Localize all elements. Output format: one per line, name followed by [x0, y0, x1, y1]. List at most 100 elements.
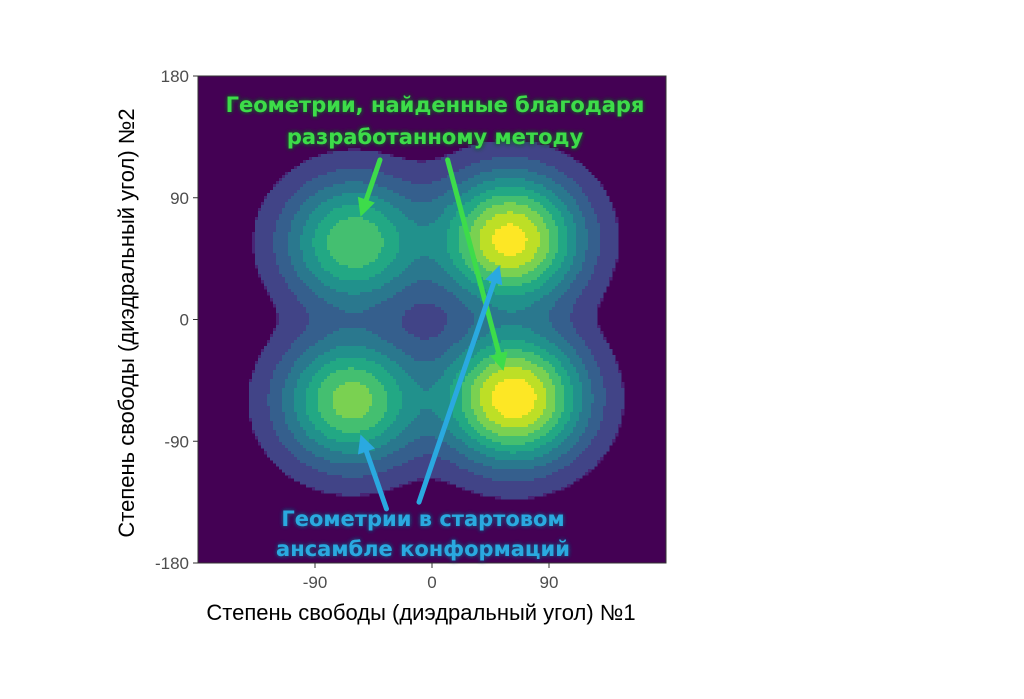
density-cell: [390, 211, 394, 215]
density-cell: [339, 250, 343, 254]
density-cell: [381, 247, 385, 251]
density-cell: [369, 262, 373, 266]
density-cell: [351, 472, 355, 476]
density-cell: [297, 364, 301, 368]
density-cell: [261, 211, 265, 215]
density-cell: [357, 397, 361, 401]
density-cell: [393, 409, 397, 413]
density-cell: [387, 262, 391, 266]
density-cell: [297, 265, 301, 269]
density-cell: [369, 160, 373, 164]
density-cell: [270, 199, 274, 203]
density-cell: [363, 259, 367, 263]
density-cell: [375, 262, 379, 266]
density-cell: [306, 313, 310, 317]
density-cell: [360, 169, 364, 173]
density-cell: [339, 295, 343, 299]
density-cell: [390, 250, 394, 254]
density-cell: [291, 403, 295, 407]
density-cell: [279, 304, 283, 308]
density-cell: [351, 214, 355, 218]
density-cell: [354, 331, 358, 335]
density-cell: [279, 211, 283, 215]
density-cell: [279, 223, 283, 227]
density-cell: [255, 364, 259, 368]
density-cell: [351, 430, 355, 434]
density-cell: [357, 211, 361, 215]
density-cell: [270, 376, 274, 380]
density-cell: [324, 280, 328, 284]
density-cell: [285, 331, 289, 335]
density-cell: [306, 301, 310, 305]
density-cell: [345, 226, 349, 230]
density-cell: [315, 322, 319, 326]
density-cell: [384, 379, 388, 383]
density-cell: [279, 241, 283, 245]
density-cell: [333, 328, 337, 332]
density-cell: [285, 211, 289, 215]
density-cell: [264, 436, 268, 440]
density-cell: [309, 445, 313, 449]
density-cell: [270, 274, 274, 278]
density-cell: [249, 382, 253, 386]
density-cell: [276, 298, 280, 302]
density-cell: [306, 232, 310, 236]
density-cell: [327, 214, 331, 218]
density-cell: [339, 169, 343, 173]
density-cell: [324, 457, 328, 461]
density-cell: [291, 184, 295, 188]
density-cell: [261, 364, 265, 368]
density-cell: [360, 478, 364, 482]
density-cell: [300, 418, 304, 422]
density-cell: [309, 229, 313, 233]
density-cell: [288, 340, 292, 344]
density-cell: [297, 166, 301, 170]
density-cell: [273, 391, 277, 395]
density-cell: [345, 181, 349, 185]
density-cell: [324, 232, 328, 236]
density-cell: [324, 391, 328, 395]
density-cell: [330, 307, 334, 311]
density-cell: [393, 304, 397, 308]
density-cell: [393, 364, 397, 368]
density-cell: [345, 343, 349, 347]
density-cell: [324, 301, 328, 305]
density-cell: [264, 397, 268, 401]
density-cell: [294, 238, 298, 242]
density-cell: [375, 391, 379, 395]
density-cell: [321, 361, 325, 365]
density-cell: [267, 451, 271, 455]
density-cell: [387, 460, 391, 464]
density-cell: [345, 433, 349, 437]
density-cell: [372, 337, 376, 341]
density-cell: [360, 280, 364, 284]
density-cell: [258, 211, 262, 215]
density-cell: [330, 193, 334, 197]
density-cell: [384, 160, 388, 164]
density-cell: [264, 370, 268, 374]
density-cell: [309, 391, 313, 395]
density-cell: [387, 487, 391, 491]
density-cell: [357, 490, 361, 494]
density-cell: [387, 457, 391, 461]
density-cell: [366, 436, 370, 440]
density-cell: [384, 334, 388, 338]
density-cell: [348, 403, 352, 407]
density-cell: [321, 199, 325, 203]
density-cell: [348, 304, 352, 308]
density-cell: [297, 424, 301, 428]
density-cell: [321, 274, 325, 278]
density-cell: [393, 451, 397, 455]
density-cell: [363, 295, 367, 299]
density-cell: [300, 172, 304, 176]
density-cell: [390, 313, 394, 317]
density-cell: [357, 226, 361, 230]
density-cell: [345, 211, 349, 215]
density-cell: [312, 169, 316, 173]
density-cell: [333, 244, 337, 248]
density-cell: [300, 196, 304, 200]
density-cell: [297, 283, 301, 287]
density-cell: [273, 238, 277, 242]
density-cell: [312, 304, 316, 308]
density-cell: [348, 262, 352, 266]
